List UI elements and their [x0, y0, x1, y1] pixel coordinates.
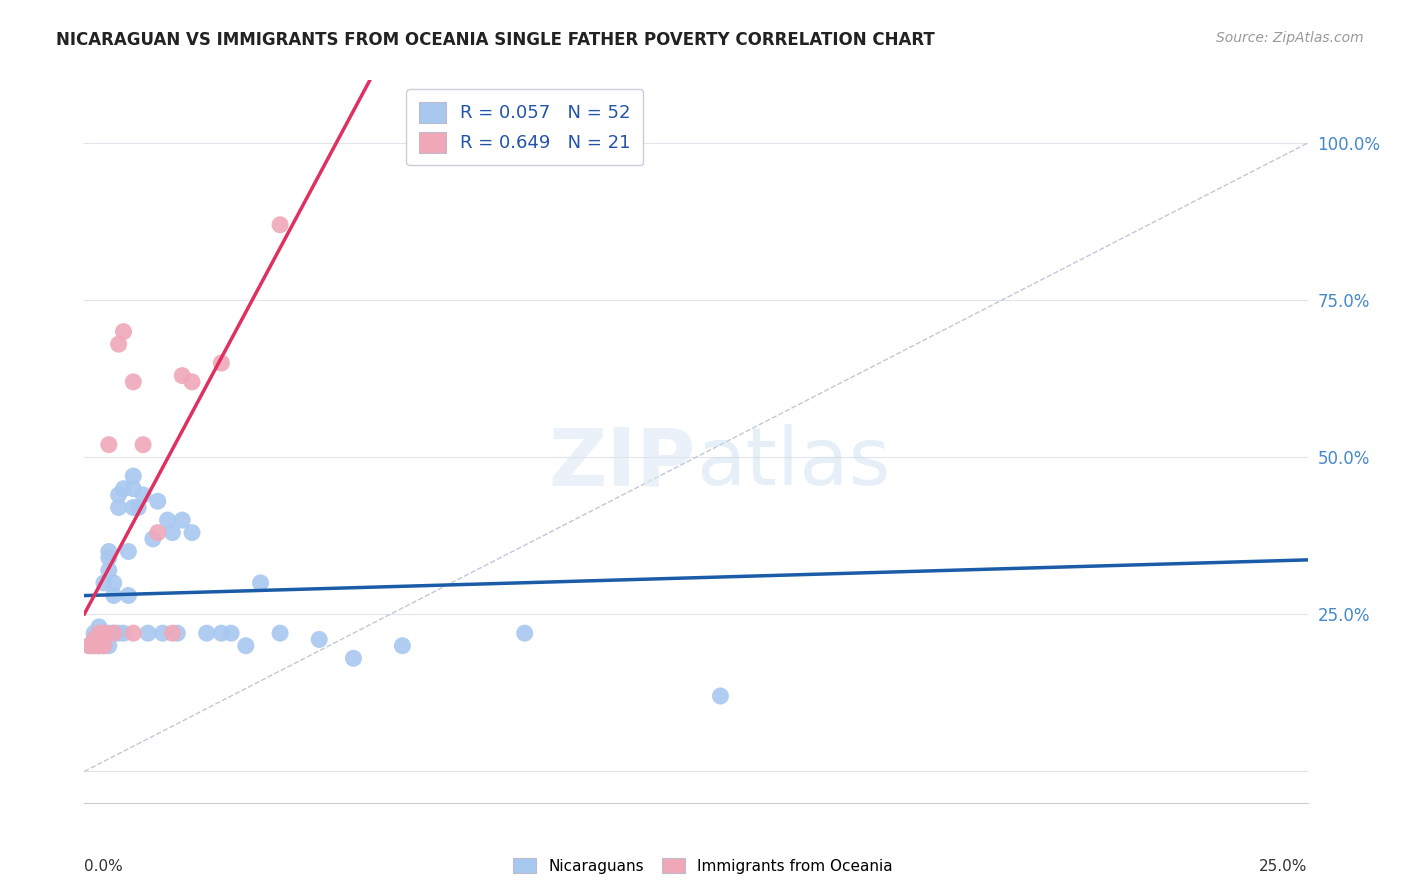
Point	[103, 626, 125, 640]
Point	[122, 375, 145, 389]
Point	[209, 356, 232, 370]
Point	[77, 639, 100, 653]
Point	[162, 626, 184, 640]
Point	[181, 525, 204, 540]
Point	[83, 626, 105, 640]
Point	[87, 639, 110, 653]
Point	[97, 438, 120, 452]
Point	[93, 632, 115, 647]
Point	[269, 626, 291, 640]
Point	[112, 482, 135, 496]
Text: NICARAGUAN VS IMMIGRANTS FROM OCEANIA SINGLE FATHER POVERTY CORRELATION CHART: NICARAGUAN VS IMMIGRANTS FROM OCEANIA SI…	[56, 31, 935, 49]
Point	[156, 513, 179, 527]
Point	[83, 639, 105, 653]
Point	[308, 632, 330, 647]
Point	[107, 488, 129, 502]
Text: Source: ZipAtlas.com: Source: ZipAtlas.com	[1216, 31, 1364, 45]
Text: ZIP: ZIP	[548, 425, 696, 502]
Text: 25.0%: 25.0%	[1260, 859, 1308, 874]
Text: 0.0%: 0.0%	[84, 859, 124, 874]
Point	[97, 563, 120, 577]
Point	[146, 525, 169, 540]
Point	[77, 639, 100, 653]
Point	[83, 639, 105, 653]
Point	[97, 626, 120, 640]
Point	[152, 626, 174, 640]
Point	[87, 632, 110, 647]
Point	[166, 626, 188, 640]
Point	[342, 651, 364, 665]
Point	[87, 626, 110, 640]
Point	[97, 550, 120, 565]
Point	[117, 544, 139, 558]
Point	[122, 482, 145, 496]
Point	[209, 626, 232, 640]
Point	[122, 500, 145, 515]
Point	[112, 325, 135, 339]
Point	[112, 626, 135, 640]
Point	[87, 620, 110, 634]
Point	[107, 337, 129, 351]
Legend: Nicaraguans, Immigrants from Oceania: Nicaraguans, Immigrants from Oceania	[508, 852, 898, 880]
Point	[235, 639, 257, 653]
Point	[83, 632, 105, 647]
Point	[132, 488, 155, 502]
Point	[219, 626, 242, 640]
Point	[269, 218, 291, 232]
Point	[146, 494, 169, 508]
Point	[136, 626, 159, 640]
Point	[97, 639, 120, 653]
Point	[93, 639, 115, 653]
Point	[103, 589, 125, 603]
Point	[103, 626, 125, 640]
Point	[162, 525, 184, 540]
Point	[83, 632, 105, 647]
Point	[132, 438, 155, 452]
Point	[142, 532, 165, 546]
Point	[117, 589, 139, 603]
Point	[709, 689, 731, 703]
Point	[93, 575, 115, 590]
Point	[181, 375, 204, 389]
Point	[87, 632, 110, 647]
Point	[172, 513, 194, 527]
Point	[93, 626, 115, 640]
Point	[107, 500, 129, 515]
Point	[93, 639, 115, 653]
Point	[122, 626, 145, 640]
Point	[172, 368, 194, 383]
Point	[103, 575, 125, 590]
Point	[107, 626, 129, 640]
Point	[97, 544, 120, 558]
Point	[93, 626, 115, 640]
Point	[513, 626, 536, 640]
Point	[195, 626, 218, 640]
Point	[249, 575, 271, 590]
Point	[87, 626, 110, 640]
Legend: R = 0.057   N = 52, R = 0.649   N = 21: R = 0.057 N = 52, R = 0.649 N = 21	[406, 89, 644, 165]
Point	[127, 500, 149, 515]
Point	[87, 639, 110, 653]
Point	[391, 639, 413, 653]
Point	[122, 469, 145, 483]
Text: atlas: atlas	[696, 425, 890, 502]
